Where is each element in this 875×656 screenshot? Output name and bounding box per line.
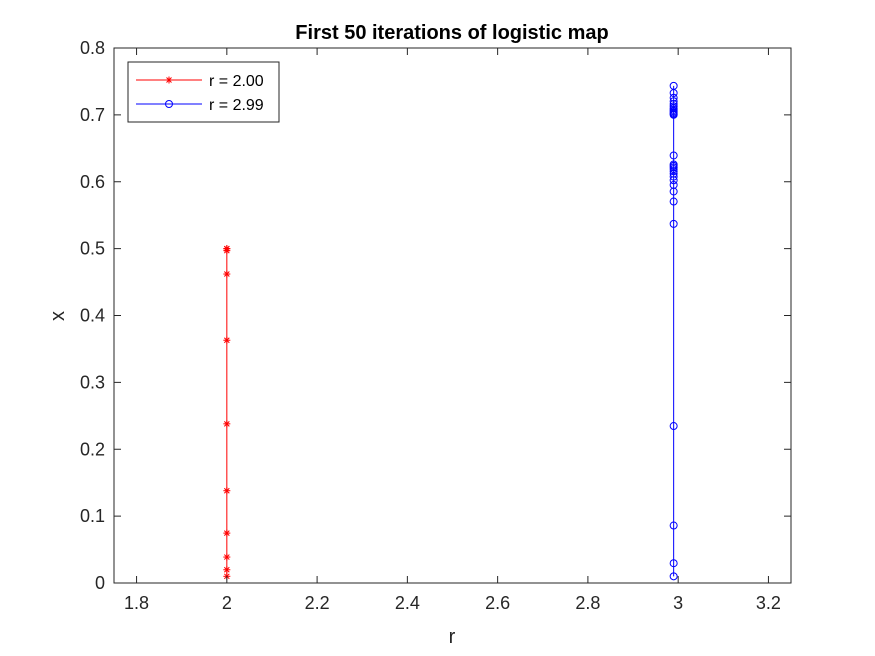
data-point (669, 180, 678, 189)
data-point (669, 572, 678, 581)
data-point (669, 422, 678, 431)
legend-label: r = 2.99 (209, 97, 264, 114)
legend-swatch-marker (165, 100, 173, 108)
data-point (669, 151, 678, 160)
data-point (223, 245, 231, 253)
series-layer (223, 81, 678, 581)
data-point (223, 553, 231, 561)
x-tick-label: 3.2 (756, 593, 781, 613)
data-point (669, 521, 678, 530)
y-tick-label: 0.3 (80, 372, 105, 392)
series-1 (223, 245, 231, 580)
y-axis-label: x (47, 311, 69, 321)
data-point (669, 89, 678, 98)
y-tick-label: 0.8 (80, 38, 105, 58)
legend-swatch-marker (165, 76, 173, 84)
data-point (223, 420, 231, 428)
data-point (669, 110, 678, 119)
y-tick-label: 0.2 (80, 439, 105, 459)
data-point (223, 566, 231, 574)
x-tick-label: 2.6 (485, 593, 510, 613)
x-tick-label: 2.4 (395, 593, 420, 613)
series-2 (669, 81, 678, 581)
x-axis-label: r (449, 626, 456, 648)
data-point (669, 197, 678, 206)
data-point (223, 487, 231, 495)
axes-box (113, 47, 792, 584)
data-point (669, 93, 678, 102)
data-point (669, 559, 678, 568)
x-tick-label: 2.2 (305, 593, 330, 613)
y-tick-label: 0.4 (80, 306, 105, 326)
data-point (669, 160, 678, 169)
legend-label: r = 2.00 (209, 73, 264, 90)
y-tick-label: 0.6 (80, 172, 105, 192)
data-point (669, 219, 678, 228)
x-tick-label: 1.8 (124, 593, 149, 613)
legend: r = 2.00 r = 2.99 (127, 61, 280, 123)
plot-area (114, 48, 791, 583)
y-tick-label: 0.7 (80, 105, 105, 125)
legend-box (127, 61, 280, 123)
y-tick-label: 0 (95, 573, 105, 593)
x-tick-label: 3 (673, 593, 683, 613)
ticks-layer: 1.8 2 2.2 2.4 2.6 2.8 3 3.2 0 0.1 0.2 0.3 0.4 0.5 0.6 0… (80, 38, 791, 613)
data-point (223, 270, 231, 278)
chart-title: First 50 iterations of logistic map (295, 22, 608, 44)
x-tick-label: 2 (222, 593, 232, 613)
data-point (669, 169, 678, 178)
data-point (223, 336, 231, 344)
x-tick-label: 2.8 (575, 593, 600, 613)
data-point (223, 529, 231, 537)
data-point (669, 187, 678, 196)
y-tick-label: 0.1 (80, 506, 105, 526)
y-tick-label: 0.5 (80, 239, 105, 259)
